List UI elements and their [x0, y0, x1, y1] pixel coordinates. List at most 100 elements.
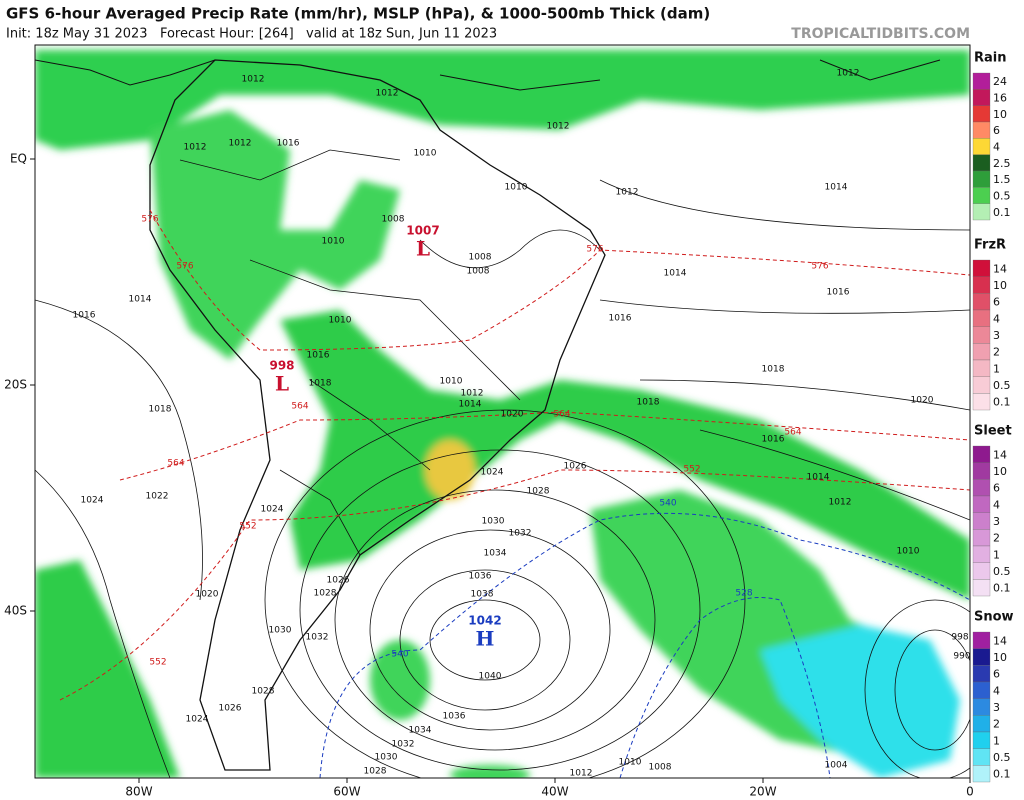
- isobar-label: 1030: [482, 517, 505, 527]
- thickness-label: 576: [176, 262, 193, 272]
- legend-swatch: [972, 309, 991, 327]
- legend-swatch: [972, 326, 991, 344]
- isobar-label: 1030: [269, 626, 292, 636]
- isobar-label: 1010: [505, 183, 528, 193]
- thickness-label: 552: [239, 522, 256, 532]
- legend-swatch: [972, 343, 991, 361]
- isobar-label: 1012: [616, 188, 639, 198]
- isobar-label: 1040: [479, 672, 502, 682]
- legend-swatch: [972, 698, 991, 716]
- legend-label: 0.1: [993, 768, 1011, 781]
- isobar-label: 1016: [277, 139, 300, 149]
- isobar-label: 998: [951, 633, 968, 643]
- isobar-label: 1034: [409, 726, 432, 736]
- isobar-label: 1020: [196, 590, 219, 600]
- isobars: [35, 179, 970, 778]
- legend-swatch: [972, 529, 991, 547]
- isobar-label: 1004: [825, 761, 848, 771]
- isobar-label: 1008: [649, 763, 672, 773]
- isobar-label: 1008: [382, 215, 405, 225]
- legend-swatch: [972, 681, 991, 699]
- legend-swatch: [972, 479, 991, 497]
- legend-label: 2: [993, 532, 1000, 545]
- legend-swatch: [972, 562, 991, 580]
- isobar-label: 1016: [762, 435, 785, 445]
- isobar-label: 1020: [911, 396, 934, 406]
- legend-swatch: [972, 579, 991, 597]
- isobar-label: 1014: [129, 295, 152, 305]
- precip-area: [35, 50, 970, 150]
- legend-title: FrzR: [974, 238, 1006, 253]
- isobar-label: 1028: [314, 589, 337, 599]
- isobar-label: 1036: [443, 712, 466, 722]
- legend-label: 3: [993, 515, 1000, 528]
- legend-swatch: [972, 462, 991, 480]
- lon-label: 0: [966, 785, 974, 799]
- thickness-label: 576: [811, 262, 828, 272]
- isobar-label: 1012: [829, 498, 852, 508]
- legend-swatch: [972, 748, 991, 766]
- isobar-label: 1024: [261, 505, 284, 515]
- isobar-label: 1028: [252, 687, 275, 697]
- isobar-label: 1024: [81, 496, 104, 506]
- legend-label: 4: [993, 141, 1000, 154]
- legend-label: 24: [993, 75, 1007, 88]
- legend-swatch: [972, 138, 991, 155]
- isobar-label: 1010: [322, 237, 345, 247]
- precip-area: [425, 440, 475, 500]
- legend-swatch: [972, 293, 991, 311]
- isobar-label: 1012: [376, 89, 399, 99]
- isobar-label: 1008: [469, 253, 492, 263]
- isobar-label: 1016: [827, 288, 850, 298]
- legend-swatch: [972, 203, 991, 221]
- pressure-center-symbol: L: [416, 237, 430, 261]
- legend-label: 16: [993, 92, 1007, 105]
- precip-area: [370, 640, 430, 720]
- legend-swatch: [972, 512, 991, 530]
- legend-label: 0.1: [993, 582, 1011, 595]
- isobar-label: 990: [953, 652, 970, 662]
- legend-label: 3: [993, 701, 1000, 714]
- legend-title: Snow: [974, 610, 1014, 625]
- coastline: [35, 59, 941, 91]
- legend-swatch: [972, 359, 991, 377]
- thickness-label: 552: [683, 465, 700, 475]
- isobar-label: 1018: [149, 405, 172, 415]
- legend-swatch: [972, 495, 991, 513]
- legend-swatch: [972, 731, 991, 749]
- legend-swatch: [972, 648, 991, 666]
- isobar-label: 1012: [837, 69, 860, 79]
- legend-label: 0.5: [993, 379, 1011, 392]
- isobar-label: 1016: [307, 351, 330, 361]
- legend-swatch: [972, 72, 991, 90]
- thickness-label: 552: [149, 658, 166, 668]
- legend-swatch: [972, 276, 991, 294]
- legend-label: 0.5: [993, 565, 1011, 578]
- isobar-label: 1026: [219, 704, 242, 714]
- thickness-label: 540: [659, 499, 676, 509]
- thickness-label: 576: [141, 215, 158, 225]
- legend-label: 4: [993, 498, 1000, 511]
- legend-swatch: [972, 187, 991, 204]
- legend-label: 4: [993, 684, 1000, 697]
- isobar-label: 1008: [467, 267, 490, 277]
- legend-label: 10: [993, 651, 1007, 664]
- legend-label: 2: [993, 718, 1000, 731]
- precip-area: [35, 560, 180, 778]
- snow-area: [760, 625, 960, 778]
- lon-label: 80W: [125, 785, 152, 799]
- legend-swatch: [972, 545, 991, 563]
- legend-label: 6: [993, 668, 1000, 681]
- pressure-center-symbol: L: [275, 372, 289, 396]
- legend-label: 0.1: [993, 206, 1011, 219]
- isobar-label: 1012: [229, 139, 252, 149]
- thickness-label: 564: [553, 410, 570, 420]
- thickness-label: 564: [784, 428, 801, 438]
- legend-swatch: [972, 376, 991, 394]
- thickness-label: 540: [391, 650, 408, 660]
- isobar-label: 1022: [146, 492, 169, 502]
- legend-label: 10: [993, 279, 1007, 292]
- pressure-center-value: 998: [269, 359, 294, 373]
